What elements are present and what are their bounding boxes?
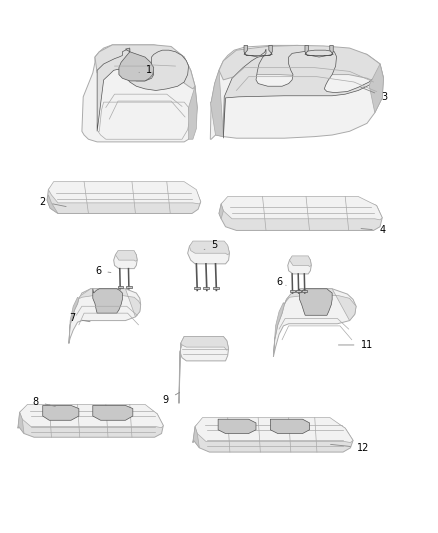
Polygon shape [82, 45, 197, 142]
Text: 7: 7 [69, 313, 90, 324]
Polygon shape [213, 287, 219, 289]
Text: 2: 2 [39, 197, 66, 207]
Polygon shape [193, 419, 353, 452]
Polygon shape [18, 406, 163, 437]
Polygon shape [302, 290, 307, 292]
Polygon shape [203, 287, 209, 289]
Polygon shape [195, 418, 353, 442]
Polygon shape [210, 45, 384, 139]
Polygon shape [69, 289, 141, 343]
Polygon shape [117, 286, 123, 288]
Text: 8: 8 [32, 397, 55, 407]
Polygon shape [300, 289, 332, 316]
Polygon shape [181, 336, 229, 350]
Polygon shape [189, 241, 230, 255]
Text: 6: 6 [277, 277, 286, 287]
Polygon shape [20, 405, 163, 427]
Polygon shape [219, 199, 382, 230]
Polygon shape [369, 64, 384, 113]
Polygon shape [223, 49, 380, 138]
Polygon shape [210, 70, 223, 136]
Polygon shape [219, 45, 384, 82]
Polygon shape [290, 256, 311, 266]
Polygon shape [194, 287, 200, 289]
Text: 9: 9 [163, 392, 180, 405]
Text: 4: 4 [361, 225, 385, 236]
Polygon shape [116, 251, 137, 261]
Polygon shape [221, 197, 382, 220]
Polygon shape [79, 289, 141, 317]
Polygon shape [48, 182, 201, 204]
Polygon shape [93, 406, 133, 420]
Polygon shape [47, 184, 201, 214]
Polygon shape [18, 413, 24, 433]
Polygon shape [290, 290, 295, 292]
Polygon shape [273, 303, 284, 357]
Polygon shape [69, 297, 79, 343]
Polygon shape [270, 419, 310, 433]
Polygon shape [93, 289, 122, 313]
Text: 11: 11 [339, 340, 373, 350]
Polygon shape [187, 243, 230, 264]
Polygon shape [126, 286, 131, 288]
Polygon shape [119, 48, 154, 81]
Polygon shape [114, 252, 137, 269]
Text: 3: 3 [361, 87, 388, 102]
Polygon shape [43, 406, 79, 420]
Polygon shape [244, 45, 272, 57]
Text: 12: 12 [331, 443, 370, 453]
Polygon shape [273, 289, 356, 357]
Polygon shape [305, 45, 333, 57]
Polygon shape [218, 419, 256, 433]
Polygon shape [284, 289, 356, 320]
Polygon shape [95, 45, 195, 89]
Polygon shape [296, 290, 301, 292]
Polygon shape [288, 257, 311, 274]
Polygon shape [219, 204, 223, 219]
Polygon shape [47, 195, 58, 214]
Polygon shape [193, 426, 199, 448]
Polygon shape [179, 336, 229, 403]
Text: 6: 6 [95, 266, 111, 276]
Text: 5: 5 [204, 240, 218, 251]
Text: 1: 1 [139, 66, 152, 75]
Polygon shape [97, 49, 188, 131]
Polygon shape [188, 86, 197, 139]
Polygon shape [179, 343, 182, 403]
Polygon shape [98, 102, 189, 139]
